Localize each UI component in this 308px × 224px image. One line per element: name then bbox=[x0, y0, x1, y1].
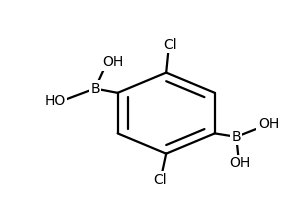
Text: OH: OH bbox=[102, 55, 124, 69]
Text: HO: HO bbox=[44, 94, 66, 108]
Text: B: B bbox=[90, 82, 100, 96]
Text: OH: OH bbox=[258, 117, 279, 131]
Text: OH: OH bbox=[229, 156, 250, 170]
Text: B: B bbox=[231, 130, 241, 144]
Text: Cl: Cl bbox=[163, 38, 176, 52]
Text: Cl: Cl bbox=[153, 173, 167, 187]
